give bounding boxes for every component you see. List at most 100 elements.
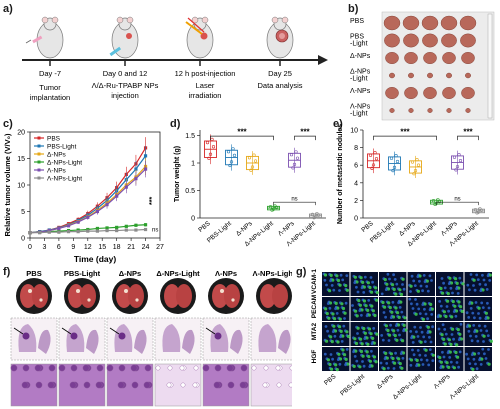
if-col-label: Δ-NPs <box>376 373 395 391</box>
lung-group-label: PBS-Light <box>64 269 101 278</box>
tumor-specimen <box>403 33 419 48</box>
data-point <box>249 168 253 172</box>
data-point <box>389 156 394 160</box>
data-point <box>458 158 463 163</box>
y-tick-label: 10 <box>17 183 25 190</box>
y-tick-label: 4 <box>354 180 358 187</box>
tumor-row-label-4: Λ-NPs <box>350 88 371 95</box>
lung-group-label: Λ-NPs-Light <box>253 269 292 278</box>
data-point <box>208 152 213 156</box>
tumor-specimen <box>421 15 439 31</box>
tumor-row-label-1: PBS <box>350 34 364 41</box>
x-tick-label: 27 <box>156 244 164 251</box>
if-col-label: Λ-NPs <box>433 373 452 391</box>
panel-g-label: g) <box>296 266 307 278</box>
data-point <box>210 137 214 141</box>
data-point <box>232 153 237 157</box>
data-point <box>207 156 211 160</box>
data-point <box>57 230 61 234</box>
data-point <box>455 164 460 169</box>
tumor-specimen <box>461 86 475 99</box>
tumor-specimen <box>383 15 401 31</box>
tumor-specimen <box>446 108 452 113</box>
data-point <box>231 147 235 151</box>
data-point <box>134 228 138 232</box>
tumor-row-label-5: Λ-NPs <box>350 104 371 111</box>
tumor-specimen <box>384 33 400 48</box>
data-point <box>395 159 400 164</box>
tumor-row-label-0: PBS <box>350 18 364 25</box>
legend-label: Δ-NPs-Light <box>47 160 82 167</box>
data-point <box>205 141 210 145</box>
tumor-specimen <box>404 52 418 65</box>
data-point <box>252 153 256 157</box>
tumor-specimen <box>408 72 414 79</box>
timeline-desc-2b: injection <box>111 91 139 100</box>
panel-e-label: e) <box>333 118 343 130</box>
tumor-specimen <box>442 86 456 99</box>
tumor-specimen <box>427 72 433 79</box>
data-point <box>226 150 231 154</box>
y-tick-label: 0.5 <box>185 188 195 195</box>
if-row-label: PECAM <box>311 295 318 318</box>
y-axis-label: Number of metastatic nodules <box>337 124 344 224</box>
panel-f-label: f) <box>3 266 11 278</box>
tumor-specimen <box>404 86 418 99</box>
timeline-desc-4a: Data analysis <box>257 81 302 90</box>
tumor-specimen <box>465 72 471 79</box>
data-point <box>134 167 138 171</box>
tumor-specimen <box>465 108 471 113</box>
y-tick-label: 20 <box>17 130 25 137</box>
y-tick-label: 6 <box>354 163 358 170</box>
timeline-day-4: Day 25 <box>268 69 292 78</box>
data-point <box>412 172 416 176</box>
tumor-row-label-2: Δ-NPs <box>350 53 371 60</box>
significance-label: *** <box>300 128 310 137</box>
tumor-row-label-5: -Light <box>350 111 368 118</box>
data-point <box>143 167 148 171</box>
metastatic-nodule <box>214 332 222 340</box>
panel-a-timeline: Day -7 Tumor implantation Day 0 and 12 Λ… <box>22 16 328 102</box>
data-point <box>143 227 148 232</box>
data-point <box>373 150 377 155</box>
panel-b-tumor-photo: PBSPBS-LightΔ-NPsΔ-NPs-LightΛ-NPsΛ-NPs-L… <box>350 11 495 121</box>
tumor-specimen <box>408 108 414 113</box>
x-tick-label: 18 <box>113 244 121 251</box>
tumor-specimen <box>385 52 399 65</box>
if-col-label: PBS-Light <box>339 373 366 397</box>
he-zoom-image <box>250 363 292 407</box>
metastatic-nodule <box>70 332 78 340</box>
mouse-3-icon <box>185 16 214 59</box>
x-tick-label: 12 <box>84 244 92 251</box>
tumor-specimen <box>446 72 452 79</box>
data-point <box>47 230 51 234</box>
data-point <box>478 207 482 211</box>
x-tick-label: 15 <box>98 244 106 251</box>
data-point <box>124 228 128 232</box>
data-point <box>124 185 128 189</box>
category-label: PBS <box>360 220 375 234</box>
ns-label: ns <box>291 197 297 203</box>
data-point <box>105 226 109 230</box>
legend-label: PBS <box>47 136 61 143</box>
data-point <box>143 154 148 158</box>
data-point <box>253 159 258 163</box>
tumor-specimen <box>423 52 437 65</box>
data-point <box>392 165 397 169</box>
data-point <box>410 160 415 164</box>
data-point <box>57 226 61 231</box>
tumor-specimen <box>441 33 457 48</box>
legend-label: Λ-NPs-Light <box>47 176 82 183</box>
panel-f-lung-images: PBS PBS-Light Δ-NPs Δ-NPs-Light Λ-NPs Λ-NPs-L… <box>10 269 292 407</box>
tumor-specimen <box>442 52 456 65</box>
y-tick-label: 1.5 <box>185 133 195 140</box>
if-row-label: HGF <box>311 350 318 364</box>
timeline-desc-2a: Λ/Δ-Ru-TPABP NPs <box>92 81 159 90</box>
timeline-desc-3b: irradiation <box>189 91 222 100</box>
tumor-specimen <box>440 15 458 31</box>
legend-label: Λ-NPs <box>47 168 67 175</box>
x-tick-label: 0 <box>28 244 32 251</box>
significance-label: *** <box>237 128 247 137</box>
y-tick-label: 1 <box>191 161 195 168</box>
